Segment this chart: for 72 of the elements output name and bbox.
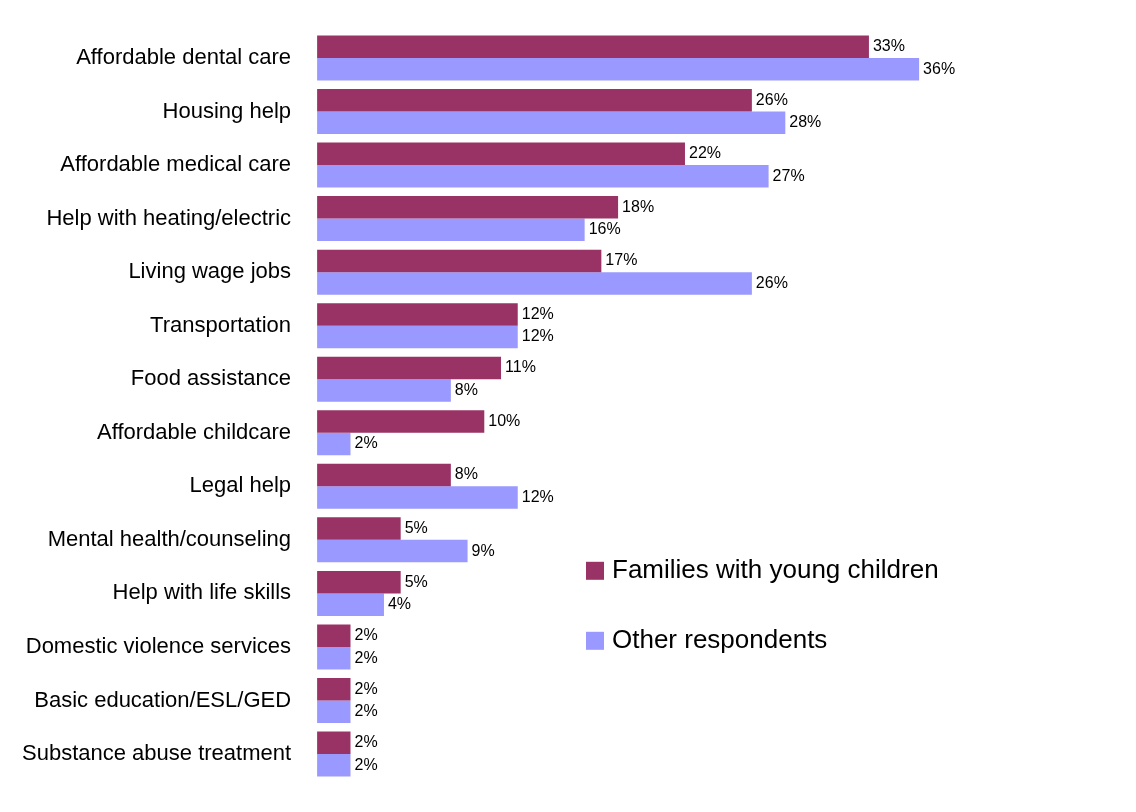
bar <box>317 570 401 594</box>
data-label: 27% <box>772 166 805 184</box>
data-label: 8% <box>454 380 478 398</box>
data-label: 18% <box>622 197 655 215</box>
data-label: 9% <box>471 541 495 559</box>
data-label: 10% <box>488 411 521 429</box>
y-tick-label: Living wage jobs <box>128 258 292 284</box>
data-label: 26% <box>755 90 788 108</box>
bar <box>317 410 485 433</box>
bar <box>317 165 769 188</box>
bar <box>317 731 351 755</box>
data-label: 33% <box>872 37 905 55</box>
data-label: 28% <box>789 113 822 131</box>
bar <box>317 754 351 777</box>
bar <box>317 432 351 456</box>
y-tick-label: Mental health/counseling <box>47 525 292 551</box>
legend-label: Other respondents <box>612 623 828 654</box>
y-tick-label: Housing help <box>162 97 292 123</box>
bar <box>317 593 384 616</box>
data-label: 36% <box>923 59 956 77</box>
data-label: 2% <box>354 648 378 666</box>
bar <box>317 356 502 380</box>
y-tick-label: Help with life skills <box>112 579 292 605</box>
legend-label: Families with young children <box>612 553 939 584</box>
data-label: 26% <box>755 273 788 291</box>
data-label: 4% <box>387 595 412 613</box>
bar <box>317 379 451 402</box>
y-tick-label: Affordable childcare <box>97 418 292 444</box>
data-label: 12% <box>521 304 554 322</box>
bar <box>317 249 602 273</box>
data-label: 22% <box>688 144 722 162</box>
y-tick-label: Food assistance <box>130 365 292 391</box>
y-tick-label: Help with heating/electric <box>46 204 292 230</box>
data-label: 8% <box>454 465 478 483</box>
y-tick-label: Legal help <box>189 472 292 498</box>
y-tick-label: Affordable dental care <box>76 44 292 70</box>
data-label: 12% <box>521 327 554 345</box>
data-label: 5% <box>404 572 428 590</box>
y-tick-label: Transportation <box>150 311 292 337</box>
bar <box>317 57 920 81</box>
data-label: 2% <box>354 733 378 751</box>
data-label: 17% <box>605 251 638 269</box>
bar <box>317 678 351 701</box>
data-label: 11% <box>505 358 536 376</box>
data-label: 2% <box>354 755 378 773</box>
bar <box>317 89 752 112</box>
bar <box>317 142 685 166</box>
data-label: 2% <box>354 626 378 644</box>
data-label: 2% <box>354 702 378 720</box>
data-label: 12% <box>521 487 554 505</box>
bar <box>317 517 401 540</box>
y-tick-label: Domestic violence services <box>25 633 292 659</box>
bar <box>317 486 518 509</box>
data-label: 2% <box>354 679 378 697</box>
bar <box>317 218 585 242</box>
y-tick-label: Affordable medical care <box>60 151 292 177</box>
bar <box>317 196 619 219</box>
bar <box>317 624 351 647</box>
bar <box>317 646 351 670</box>
bar <box>317 272 752 295</box>
data-label: 2% <box>354 434 378 452</box>
y-tick-label: Substance abuse treatment <box>22 740 292 766</box>
data-label: 5% <box>404 519 428 537</box>
bar <box>317 35 869 58</box>
bar <box>317 463 451 487</box>
bar <box>317 303 518 326</box>
bar <box>317 539 468 563</box>
data-label: 16% <box>588 220 621 238</box>
bar <box>317 700 351 723</box>
bar <box>317 325 518 349</box>
bar <box>317 111 786 134</box>
y-tick-label: Basic education/ESL/GED <box>34 686 292 712</box>
